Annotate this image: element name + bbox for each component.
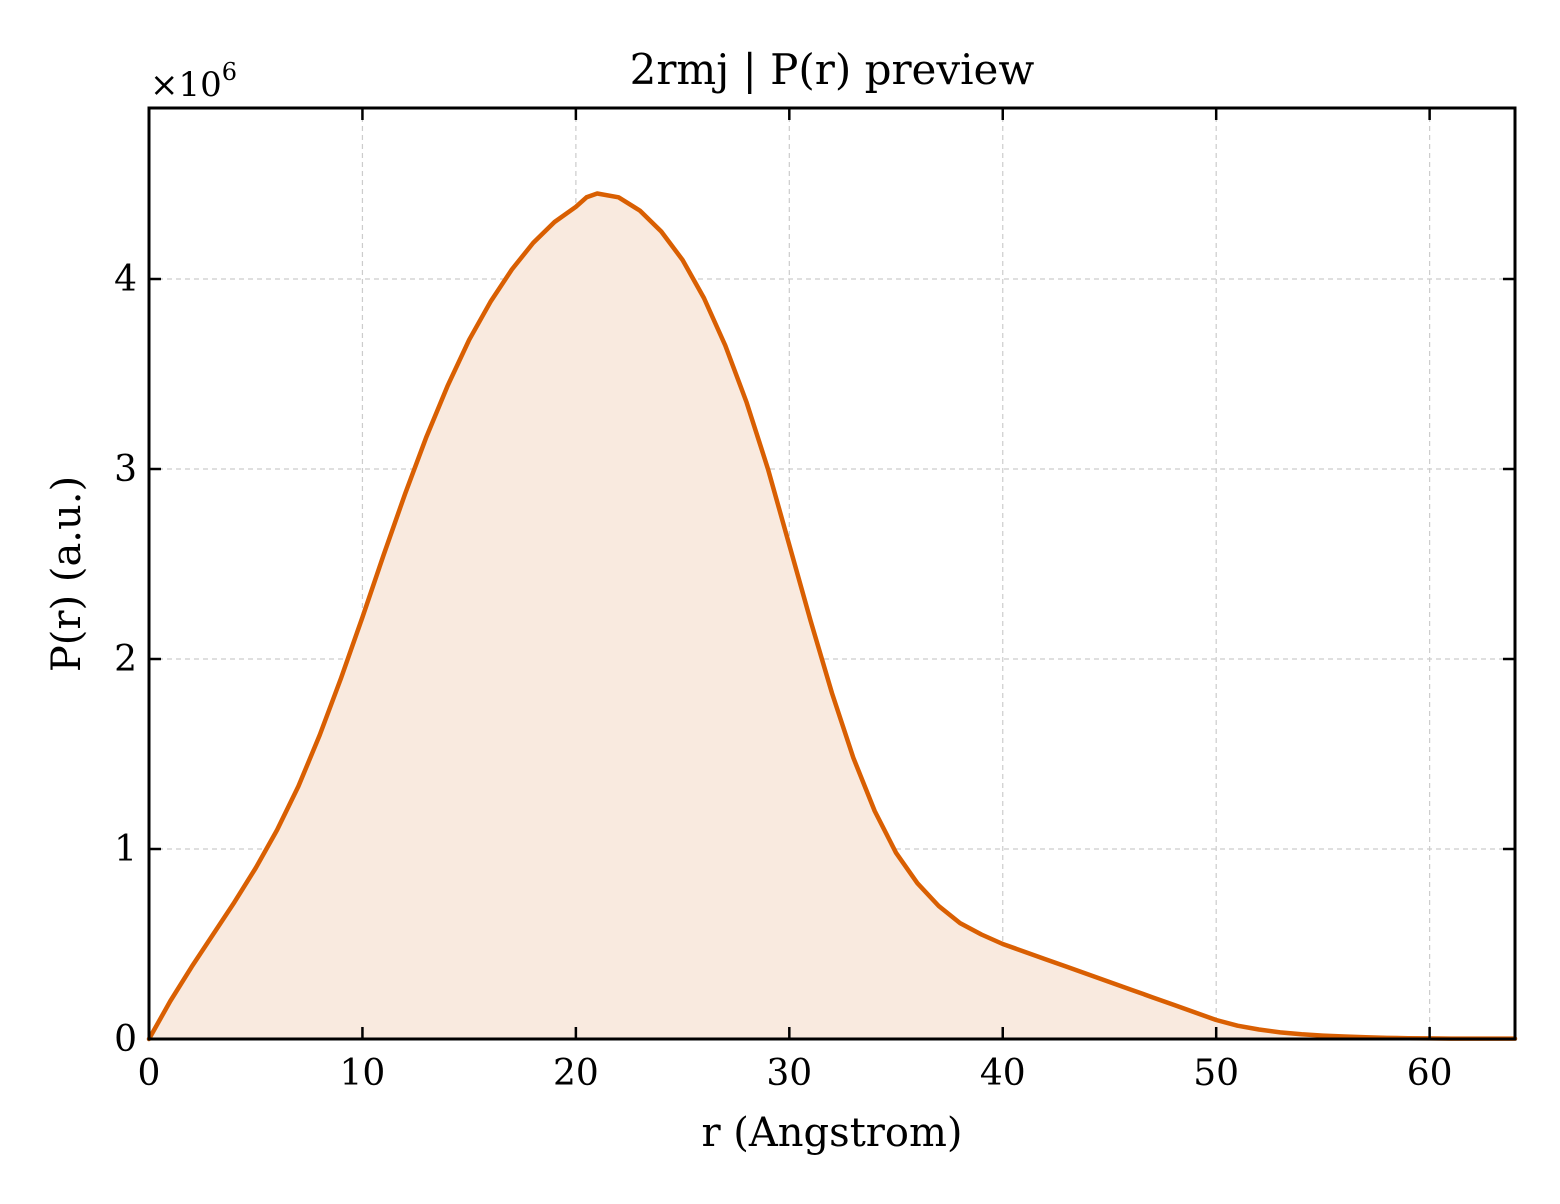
y-tick-label: 4	[114, 259, 137, 300]
y-tick-label: 1	[114, 829, 137, 870]
y-tick-label: 3	[114, 449, 137, 490]
x-axis-label: r (Angstrom)	[701, 1110, 962, 1156]
ticks: 0 10 20 30 40 50 60 0 1 2 3 4	[114, 108, 1515, 1094]
x-tick-label: 60	[1407, 1053, 1453, 1094]
x-tick-label: 30	[766, 1053, 812, 1094]
y-axis-label: P(r) (a.u.)	[44, 476, 90, 672]
plot-frame	[147, 106, 1517, 1041]
y-multiplier-exponent: 6	[222, 58, 237, 86]
series-line	[146, 191, 1518, 1042]
y-tick-label: 0	[114, 1019, 137, 1060]
y-tick-label: 2	[114, 639, 137, 680]
x-tick-label: 20	[553, 1053, 599, 1094]
y-multiplier-label: ×106	[150, 58, 237, 105]
x-tick-label: 50	[1193, 1053, 1239, 1094]
chart-title: 2rmj | P(r) preview	[630, 45, 1035, 94]
data-layer	[146, 191, 1518, 1042]
x-tick-label: 10	[340, 1053, 386, 1094]
series-area-fill	[149, 193, 1515, 1039]
y-multiplier-base: ×10	[150, 65, 222, 105]
x-tick-label: 0	[138, 1053, 161, 1094]
x-tick-label: 40	[980, 1053, 1026, 1094]
